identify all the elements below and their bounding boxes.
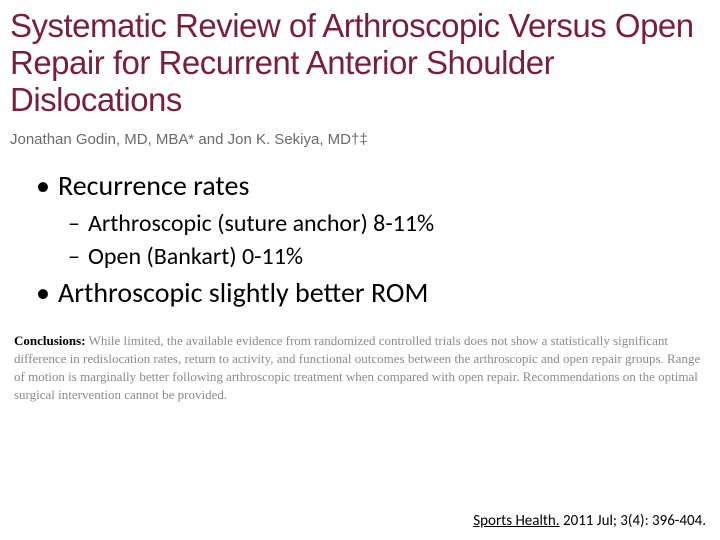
bullet-level1: Recurrence rates [36, 168, 692, 203]
bullet-level2: Arthroscopic (suture anchor) 8-11% [68, 209, 692, 238]
header-block: Systematic Review of Arthroscopic Versus… [0, 0, 720, 150]
citation-rest: 2011 Jul; 3(4): 396-404. [560, 512, 706, 530]
conclusions-block: Conclusions: While limited, the availabl… [0, 316, 720, 404]
slide-document: { "title": { "text": "Systematic Review … [0, 0, 720, 540]
bullet-list: Recurrence rates Arthroscopic (suture an… [0, 150, 720, 310]
citation-journal: Sports Health. [473, 512, 559, 530]
citation: Sports Health. 2011 Jul; 3(4): 396-404. [473, 512, 706, 530]
bullet-level2: Open (Bankart) 0-11% [68, 242, 692, 271]
bullet-level1: Arthroscopic slightly better ROM [36, 275, 692, 310]
conclusions-body: While limited, the available evidence fr… [14, 333, 700, 402]
author-line: Jonathan Godin, MD, MBA* and Jon K. Seki… [10, 131, 710, 148]
article-title: Systematic Review of Arthroscopic Versus… [10, 8, 710, 119]
conclusions-label: Conclusions: [14, 333, 86, 348]
